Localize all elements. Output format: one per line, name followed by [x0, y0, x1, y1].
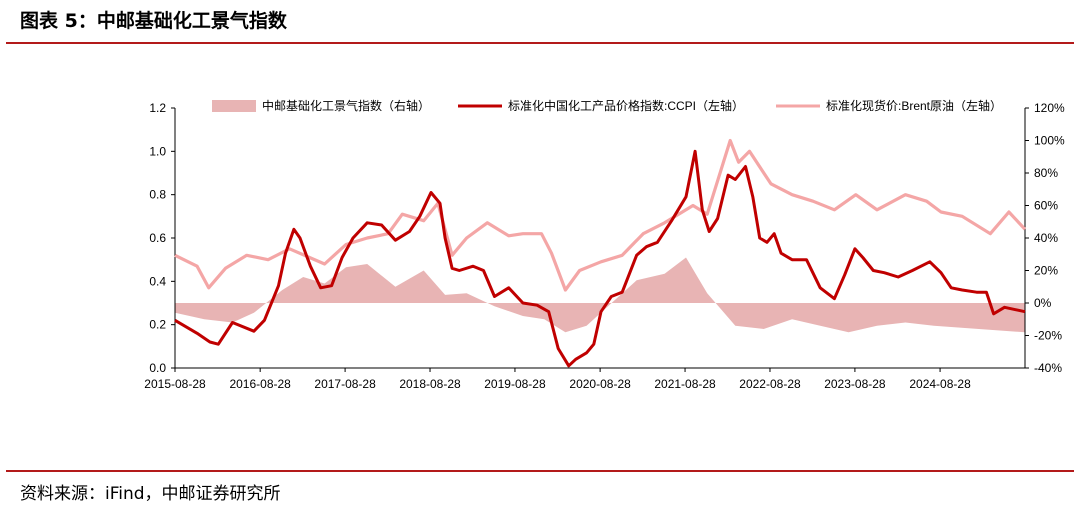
legend: 中邮基础化工景气指数（右轴） 标准化中国化工产品价格指数:CCPI（左轴） 标准化现…: [212, 98, 1002, 113]
legend-label: 标准化现货价:Brent原油（左轴）: [826, 98, 1002, 113]
x-tick-label: 2024-08-28: [909, 377, 971, 391]
x-tick-label: 2015-08-28: [144, 377, 206, 391]
y-right-tick-label: 40%: [1034, 231, 1058, 245]
axes-layer: 0.0 0.2 0.4 0.6 0.8 1.0 1.2 -40% -20% 0% 20% 40% 60%…: [144, 101, 1065, 391]
y-left-tick-label: 0.0: [149, 361, 166, 375]
y-right-tick-label: -20%: [1034, 329, 1062, 343]
y-left-tick-label: 0.2: [149, 318, 166, 332]
x-tick-label: 2021-08-28: [654, 377, 716, 391]
y-right-tick-label: -40%: [1034, 361, 1062, 375]
y-right-tick-label: 0%: [1034, 296, 1052, 310]
legend-label: 中邮基础化工景气指数（右轴）: [262, 98, 430, 113]
y-right-tick-label: 60%: [1034, 199, 1058, 213]
x-tick-label: 2020-08-28: [569, 377, 631, 391]
y-left-tick-label: 0.4: [149, 274, 166, 288]
legend-swatch-prosperity: [212, 100, 256, 112]
source-divider: [6, 470, 1074, 472]
y-left-tick-label: 0.6: [149, 231, 166, 245]
y-right-tick-label: 120%: [1034, 101, 1065, 115]
title-divider: [6, 42, 1074, 44]
series-brent-line: [174, 138, 1027, 292]
series-ccpi-line: [174, 149, 1026, 368]
x-tick-label: 2022-08-28: [739, 377, 801, 391]
y-right-tick-label: 100%: [1034, 134, 1065, 148]
x-tick-label: 2016-08-28: [229, 377, 291, 391]
page-title: 图表 5：中邮基础化工景气指数: [20, 10, 287, 32]
series-prosperity-area: [175, 257, 1025, 333]
y-right-tick-label: 80%: [1034, 166, 1058, 180]
source-note: 资料来源：iFind，中邮证券研究所: [20, 484, 281, 504]
y-right-tick-label: 20%: [1034, 264, 1058, 278]
x-tick-label: 2018-08-28: [399, 377, 461, 391]
line-layer: [174, 138, 1027, 368]
y-left-tick-label: 1.0: [149, 144, 166, 158]
x-tick-label: 2019-08-28: [484, 377, 546, 391]
x-tick-label: 2017-08-28: [314, 377, 376, 391]
y-left-tick-label: 1.2: [149, 101, 166, 115]
y-left-tick-label: 0.8: [149, 188, 166, 202]
x-tick-label: 2023-08-28: [824, 377, 886, 391]
legend-label: 标准化中国化工产品价格指数:CCPI（左轴）: [508, 98, 744, 113]
prosperity-area-layer: [175, 257, 1025, 333]
